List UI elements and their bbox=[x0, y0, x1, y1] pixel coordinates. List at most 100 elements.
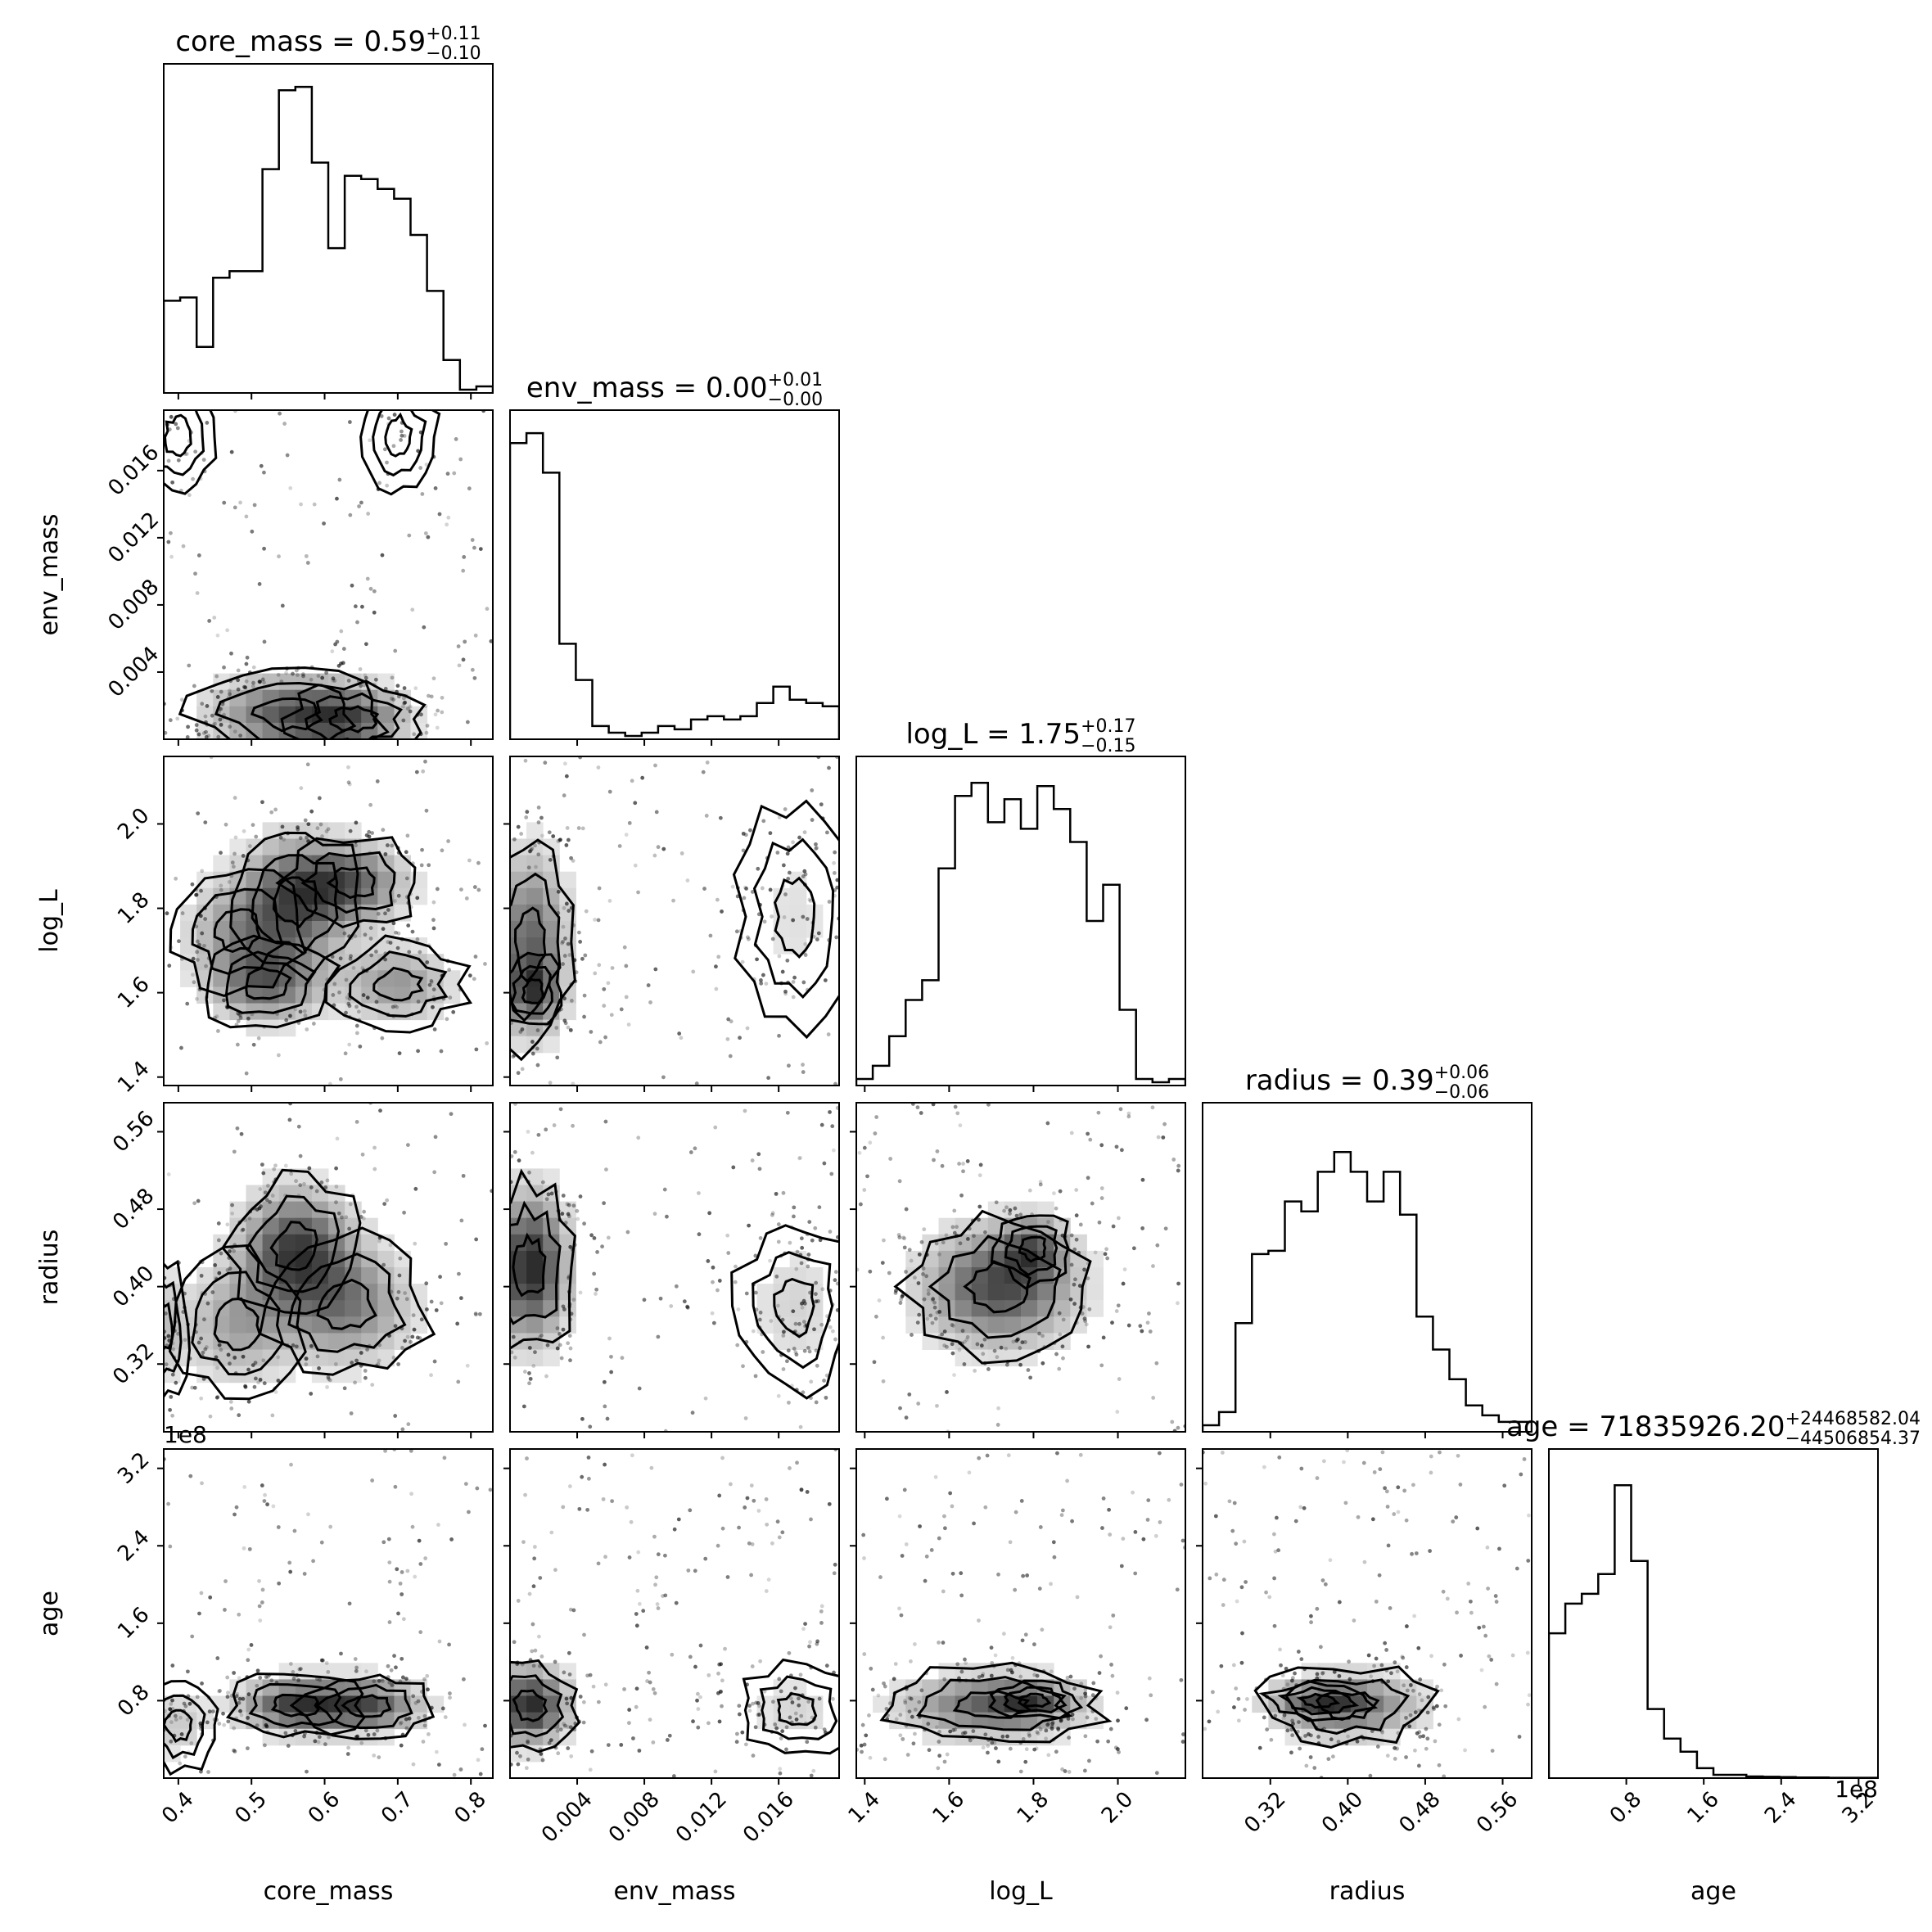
contour-line bbox=[164, 413, 192, 458]
sample-point bbox=[910, 1714, 914, 1719]
sample-point bbox=[606, 981, 611, 986]
sample-point bbox=[951, 1728, 955, 1732]
density-cell bbox=[971, 1695, 989, 1713]
sample-point bbox=[425, 1307, 429, 1311]
sample-point bbox=[1309, 1614, 1313, 1618]
sample-point bbox=[1425, 1736, 1430, 1741]
density-cell bbox=[377, 1679, 395, 1696]
sample-point bbox=[258, 1618, 263, 1623]
sample-point bbox=[1278, 1647, 1282, 1652]
density-cell bbox=[938, 1300, 956, 1317]
sample-point bbox=[915, 1320, 920, 1325]
sample-point bbox=[1026, 1368, 1031, 1372]
sample-point bbox=[347, 420, 352, 424]
sample-point bbox=[778, 1767, 783, 1772]
sample-point bbox=[876, 1693, 881, 1698]
sample-point bbox=[228, 692, 232, 697]
sample-point bbox=[832, 1571, 837, 1576]
sample-point bbox=[408, 704, 413, 709]
sample-point bbox=[800, 1305, 805, 1310]
sample-point bbox=[624, 964, 629, 968]
sample-point bbox=[363, 1375, 368, 1380]
sample-point bbox=[192, 980, 196, 985]
sample-point bbox=[191, 476, 196, 481]
sample-point bbox=[948, 1491, 953, 1496]
sample-point bbox=[526, 1130, 530, 1134]
sample-point bbox=[347, 782, 352, 787]
sample-point bbox=[1401, 1655, 1406, 1660]
sample-point bbox=[910, 1333, 914, 1337]
density-cell bbox=[328, 1267, 345, 1284]
x-tick-label: 0.016 bbox=[738, 1787, 799, 1848]
sample-point bbox=[277, 554, 281, 559]
sample-point bbox=[194, 728, 199, 733]
y-tick-label: 0.012 bbox=[103, 508, 164, 568]
sample-point bbox=[1066, 1717, 1071, 1721]
sample-point bbox=[1405, 1624, 1409, 1628]
sample-point bbox=[1108, 1727, 1113, 1731]
sample-point bbox=[410, 1334, 415, 1339]
density-cell bbox=[295, 1201, 313, 1219]
sample-point bbox=[1389, 1671, 1393, 1676]
sample-point bbox=[665, 1738, 670, 1742]
sample-point bbox=[830, 1329, 835, 1334]
density-cell bbox=[295, 673, 313, 691]
sample-point bbox=[273, 1390, 278, 1394]
density-cell bbox=[361, 838, 378, 856]
density-cell bbox=[311, 722, 329, 739]
sample-point bbox=[167, 964, 172, 968]
density-cell bbox=[543, 904, 560, 922]
sample-point bbox=[747, 1541, 752, 1546]
density-cell bbox=[213, 904, 230, 922]
sample-point bbox=[549, 1530, 554, 1535]
sample-point bbox=[300, 672, 305, 677]
sample-point bbox=[185, 1001, 190, 1006]
sample-point bbox=[388, 1243, 393, 1248]
sample-point bbox=[472, 545, 476, 550]
density-cell bbox=[987, 1316, 1005, 1334]
sample-point bbox=[992, 1740, 997, 1745]
sample-point bbox=[945, 1390, 949, 1394]
sample-point bbox=[937, 1536, 941, 1541]
sample-point bbox=[1393, 1660, 1397, 1665]
sample-point bbox=[1179, 1677, 1184, 1682]
sample-point bbox=[1045, 1722, 1050, 1727]
sample-point bbox=[980, 1673, 985, 1678]
density-cell bbox=[246, 1349, 264, 1367]
sample-point bbox=[315, 826, 320, 831]
density-cell bbox=[394, 954, 411, 971]
sample-point bbox=[255, 1683, 260, 1688]
sample-point bbox=[822, 1727, 827, 1732]
sample-point bbox=[902, 1236, 907, 1241]
sample-point bbox=[1006, 1453, 1011, 1458]
x-tick-label: 0.56 bbox=[1472, 1787, 1523, 1838]
density-cell bbox=[1004, 1316, 1022, 1334]
sample-point bbox=[210, 688, 214, 693]
contour-line bbox=[269, 1221, 318, 1271]
sample-point bbox=[1372, 1470, 1377, 1474]
sample-point bbox=[260, 1600, 264, 1605]
panel-frame bbox=[1202, 1448, 1533, 1779]
sample-point bbox=[881, 1379, 886, 1384]
sample-point bbox=[903, 1699, 907, 1703]
sample-point bbox=[658, 1296, 663, 1301]
sample-point bbox=[365, 576, 370, 581]
sample-point bbox=[1309, 1620, 1313, 1625]
sample-point bbox=[1264, 1590, 1268, 1595]
sample-point bbox=[518, 1754, 522, 1758]
sample-point bbox=[340, 1215, 344, 1220]
sample-point bbox=[535, 1046, 539, 1051]
sample-point bbox=[394, 930, 398, 935]
sample-point bbox=[653, 967, 658, 972]
sample-point bbox=[512, 1355, 517, 1360]
sample-point bbox=[1466, 1582, 1471, 1586]
sample-point bbox=[396, 893, 401, 898]
sample-point bbox=[510, 1350, 514, 1355]
sample-point bbox=[554, 1026, 559, 1030]
sample-point bbox=[232, 729, 237, 734]
sample-point bbox=[459, 1218, 464, 1223]
sample-point bbox=[761, 973, 765, 977]
sample-point bbox=[1037, 1331, 1041, 1336]
sample-point bbox=[257, 582, 262, 586]
sample-point bbox=[756, 866, 761, 871]
